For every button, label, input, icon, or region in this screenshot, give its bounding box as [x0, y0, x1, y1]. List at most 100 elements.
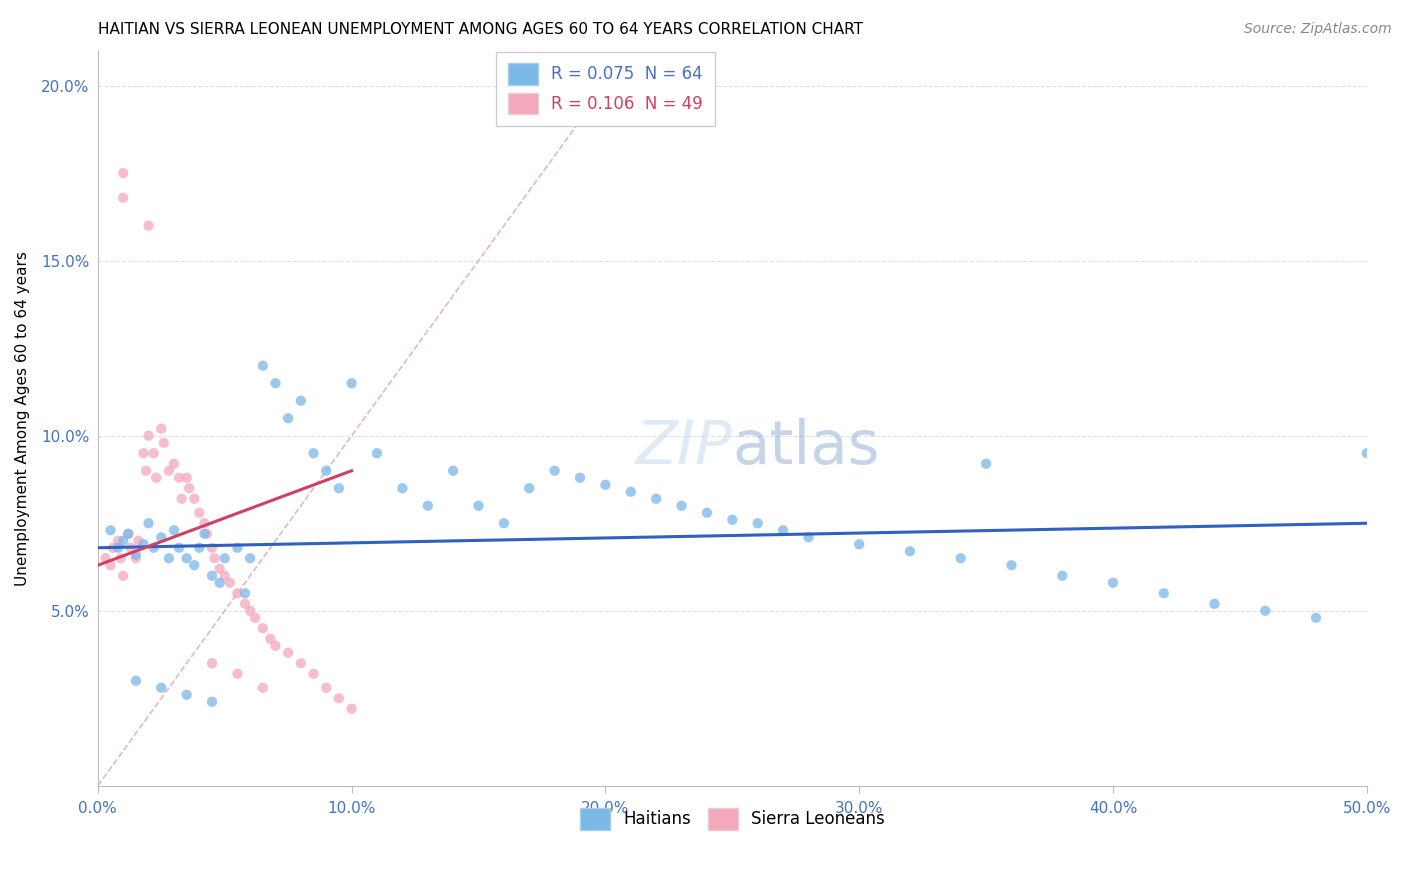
- Point: [226, 666, 249, 681]
- Point: [157, 551, 180, 566]
- Point: [204, 551, 226, 566]
- Point: [132, 446, 155, 460]
- Point: [1204, 597, 1226, 611]
- Point: [949, 551, 972, 566]
- Point: [1305, 611, 1327, 625]
- Point: [163, 523, 186, 537]
- Point: [898, 544, 921, 558]
- Point: [366, 446, 388, 460]
- Point: [416, 499, 439, 513]
- Point: [201, 568, 224, 582]
- Text: Source: ZipAtlas.com: Source: ZipAtlas.com: [1244, 22, 1392, 37]
- Point: [125, 673, 148, 688]
- Text: ZIP: ZIP: [636, 418, 733, 477]
- Point: [671, 499, 693, 513]
- Point: [193, 526, 215, 541]
- Point: [201, 695, 224, 709]
- Point: [315, 681, 337, 695]
- Point: [167, 541, 190, 555]
- Point: [391, 481, 413, 495]
- Point: [595, 477, 617, 491]
- Point: [797, 530, 820, 544]
- Point: [150, 681, 173, 695]
- Point: [340, 376, 363, 391]
- Point: [183, 558, 205, 573]
- Point: [721, 513, 744, 527]
- Point: [441, 464, 464, 478]
- Point: [328, 481, 350, 495]
- Point: [125, 548, 148, 562]
- Point: [747, 516, 769, 531]
- Legend: Haitians, Sierra Leoneans: Haitians, Sierra Leoneans: [574, 802, 891, 837]
- Point: [201, 657, 224, 671]
- Point: [110, 551, 132, 566]
- Point: [848, 537, 870, 551]
- Point: [127, 533, 149, 548]
- Point: [138, 516, 160, 531]
- Point: [101, 541, 124, 555]
- Point: [239, 604, 262, 618]
- Point: [163, 457, 186, 471]
- Point: [170, 491, 193, 506]
- Point: [264, 376, 287, 391]
- Point: [167, 471, 190, 485]
- Point: [112, 191, 135, 205]
- Point: [328, 691, 350, 706]
- Point: [772, 523, 794, 537]
- Text: atlas: atlas: [733, 418, 880, 477]
- Point: [218, 575, 240, 590]
- Point: [302, 666, 325, 681]
- Point: [142, 541, 165, 555]
- Point: [517, 481, 540, 495]
- Point: [1052, 568, 1074, 582]
- Point: [176, 471, 198, 485]
- Point: [277, 411, 299, 425]
- Point: [100, 523, 122, 537]
- Point: [208, 575, 231, 590]
- Point: [233, 597, 256, 611]
- Point: [142, 446, 165, 460]
- Point: [290, 393, 312, 408]
- Point: [201, 541, 224, 555]
- Point: [264, 639, 287, 653]
- Point: [188, 506, 211, 520]
- Point: [150, 530, 173, 544]
- Point: [315, 464, 337, 478]
- Point: [179, 481, 201, 495]
- Point: [645, 491, 668, 506]
- Point: [94, 551, 117, 566]
- Point: [176, 688, 198, 702]
- Point: [1254, 604, 1277, 618]
- Point: [208, 562, 231, 576]
- Point: [252, 621, 274, 635]
- Point: [145, 471, 167, 485]
- Y-axis label: Unemployment Among Ages 60 to 64 years: Unemployment Among Ages 60 to 64 years: [15, 251, 30, 586]
- Point: [277, 646, 299, 660]
- Point: [112, 166, 135, 180]
- Point: [620, 484, 643, 499]
- Point: [117, 526, 139, 541]
- Point: [138, 428, 160, 442]
- Point: [183, 491, 205, 506]
- Point: [214, 568, 236, 582]
- Point: [100, 558, 122, 573]
- Point: [226, 541, 249, 555]
- Point: [112, 533, 135, 548]
- Point: [176, 551, 198, 566]
- Point: [112, 568, 135, 582]
- Text: HAITIAN VS SIERRA LEONEAN UNEMPLOYMENT AMONG AGES 60 TO 64 YEARS CORRELATION CHA: HAITIAN VS SIERRA LEONEAN UNEMPLOYMENT A…: [98, 22, 863, 37]
- Point: [117, 526, 139, 541]
- Point: [252, 681, 274, 695]
- Point: [188, 541, 211, 555]
- Point: [1000, 558, 1022, 573]
- Point: [340, 702, 363, 716]
- Point: [1102, 575, 1125, 590]
- Point: [157, 464, 180, 478]
- Point: [226, 586, 249, 600]
- Point: [107, 541, 129, 555]
- Point: [132, 537, 155, 551]
- Point: [138, 219, 160, 233]
- Point: [193, 516, 215, 531]
- Point: [233, 586, 256, 600]
- Point: [153, 435, 176, 450]
